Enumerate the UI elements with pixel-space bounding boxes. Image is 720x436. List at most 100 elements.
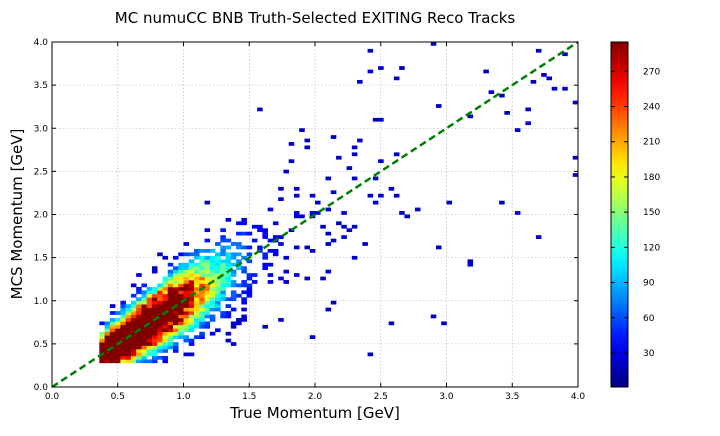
histogram-cells — [99, 42, 579, 364]
hist-cell — [230, 273, 237, 277]
hist-cell — [115, 338, 121, 343]
hist-cell — [130, 304, 137, 308]
hist-cell — [146, 307, 153, 312]
chart-title: MC numuCC BNB Truth-Selected EXITING Rec… — [115, 9, 516, 27]
hist-cell — [204, 266, 211, 270]
hist-cell — [104, 335, 111, 339]
hist-cell — [151, 311, 158, 315]
hist-cell — [367, 352, 374, 357]
hist-cell — [288, 142, 295, 146]
hist-cell — [388, 186, 395, 191]
hist-cell — [162, 335, 169, 339]
hist-cell — [246, 252, 253, 257]
hist-cell — [183, 280, 190, 284]
hist-cell — [130, 335, 137, 339]
hist-cell — [178, 297, 184, 302]
hist-cell — [246, 293, 253, 298]
hist-cell — [162, 338, 169, 343]
hist-cell — [130, 311, 137, 315]
hist-cell — [146, 345, 153, 350]
hist-cell — [283, 280, 289, 284]
hist-cell — [299, 214, 305, 219]
hist-cell — [172, 328, 179, 333]
hist-cell — [157, 286, 163, 291]
hist-cell — [262, 324, 268, 329]
hist-cell — [336, 221, 342, 226]
hist-cell — [172, 293, 179, 298]
y-tick-label: 0.5 — [34, 340, 48, 350]
hist-cell — [125, 349, 132, 353]
hist-cell — [130, 359, 137, 364]
hist-cell — [209, 331, 216, 336]
hist-cell — [220, 280, 226, 284]
hist-cell — [230, 269, 237, 274]
hist-cell — [204, 283, 211, 288]
hist-cell — [162, 255, 169, 260]
hist-cell — [130, 345, 137, 350]
hist-cell — [215, 307, 221, 312]
hist-cell — [183, 273, 190, 277]
hist-cell — [172, 314, 179, 319]
hist-cell — [236, 321, 242, 326]
hist-cell — [199, 304, 205, 308]
hist-cell — [151, 355, 158, 360]
hist-cell — [225, 314, 232, 319]
hist-cell — [183, 300, 190, 305]
hist-cell — [172, 276, 179, 281]
hist-cell — [293, 193, 300, 198]
hist-cell — [178, 311, 184, 315]
hist-cell — [178, 269, 184, 274]
hist-cell — [162, 324, 169, 329]
hist-cell — [183, 307, 190, 312]
hist-cell — [241, 300, 247, 305]
hist-cell — [120, 311, 126, 315]
hist-cell — [215, 283, 221, 288]
hist-cell — [136, 349, 142, 353]
colorbar-tick-label: 210 — [643, 138, 660, 148]
hist-cell — [215, 293, 221, 298]
hist-cell — [251, 238, 258, 243]
hist-cell — [209, 276, 216, 281]
hist-cell — [151, 304, 158, 308]
hist-cell — [194, 318, 200, 322]
hist-cell — [199, 297, 205, 302]
hist-cell — [204, 304, 211, 308]
hist-cell — [172, 300, 179, 305]
hist-cell — [546, 76, 552, 81]
hist-cell — [162, 304, 169, 308]
hist-cell — [215, 286, 221, 291]
hist-cell — [351, 145, 358, 150]
hist-cell — [157, 311, 163, 315]
hist-cell — [309, 211, 316, 215]
hist-cell — [183, 321, 190, 326]
hist-cell — [157, 283, 163, 288]
hist-cell — [141, 335, 147, 339]
hist-cell — [225, 245, 232, 250]
hist-cell — [157, 307, 163, 312]
hist-cell — [215, 290, 221, 295]
hist-cell — [241, 307, 247, 312]
hist-cell — [236, 252, 242, 257]
hist-cell — [194, 273, 200, 277]
hist-cell — [120, 335, 126, 339]
hist-cell — [309, 249, 316, 253]
hist-cell — [351, 224, 358, 229]
hist-cell — [225, 283, 232, 288]
hist-cell — [115, 321, 121, 326]
hist-cell — [172, 297, 179, 302]
hist-cell — [293, 273, 300, 277]
hist-cell — [178, 266, 184, 270]
hist-cell — [215, 255, 221, 260]
hist-cell — [236, 231, 242, 236]
hist-cell — [309, 335, 316, 339]
hist-cell — [130, 314, 137, 319]
hist-cell — [188, 314, 195, 319]
x-tick-label: 3.5 — [505, 392, 519, 402]
hist-cell — [325, 307, 332, 312]
hist-cell — [204, 200, 211, 205]
hist-cell — [109, 359, 116, 364]
hist-cell — [178, 304, 184, 308]
colorbar: 30 60 90 120 150 180 210 240 270 — [610, 41, 660, 388]
hist-cell — [151, 297, 158, 302]
hist-cell — [378, 159, 384, 164]
